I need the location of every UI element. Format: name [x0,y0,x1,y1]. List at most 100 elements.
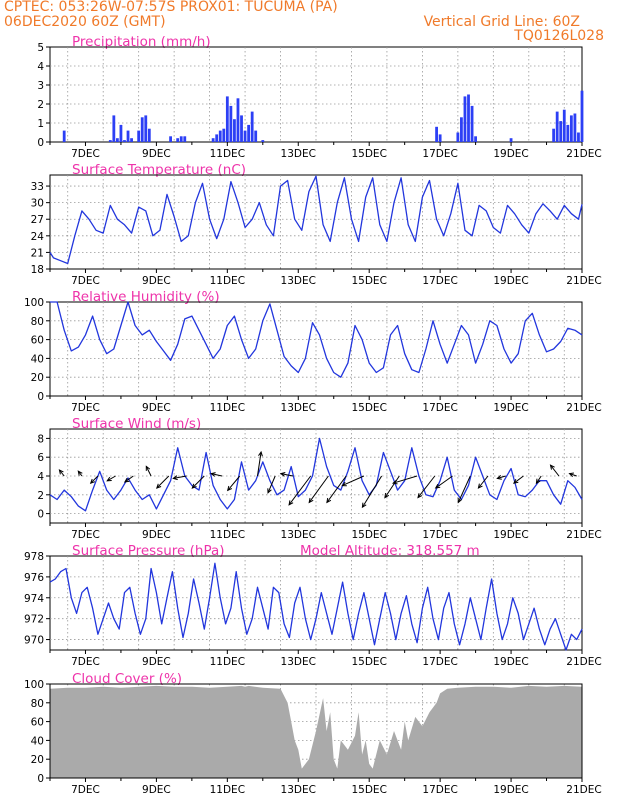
cloud-title: Cloud Cover (%) [72,671,182,687]
precip-bar [243,130,247,142]
wind-vector [173,475,187,479]
temp-ytick-label: 18 [31,264,44,276]
wind-vector [58,469,65,477]
precip-ytick-label: 0 [37,137,44,149]
wind-vector-head [568,472,574,478]
header-line1: CPTEC: 053:26W-07:57S PROX01: TUCUMA (PA… [4,0,338,15]
cloud-xtick-label: 13DEC [281,784,316,796]
temp-xtick-label: 9DEC [142,275,171,287]
precip-bar [555,111,559,142]
precip-bar [573,113,577,142]
rh-ytick-label: 80 [31,316,44,328]
temp-ytick-label: 30 [31,198,44,210]
precip-bar [126,130,130,142]
precip-bar [580,90,584,142]
precip-bar [460,117,463,142]
temp-xtick-label: 17DEC [422,275,457,287]
wind-vector-head [77,470,83,476]
precip-title: Precipitation (mm/h) [72,34,211,50]
temp-panel: Surface Temperature (nC) 18 21 24 27 30 33 7DEC… [31,162,602,287]
precip-bar [463,96,467,142]
precip-ytick-label: 5 [37,42,44,54]
wind-series-line [49,437,583,512]
rh-xtick-label: 17DEC [422,402,457,414]
wind-vector [392,475,418,484]
pres-xtick-label: 7DEC [71,656,100,668]
rh-xtick-label: 21DEC [566,402,601,414]
pres-series-line [49,562,583,651]
wind-ytick-label: 6 [37,452,44,464]
precip-bar [130,138,133,142]
rh-series-line [50,301,583,378]
rh-ytick-label: 20 [31,372,44,384]
precip-bar [566,124,570,142]
wind-vector-head [549,464,555,470]
precip-xtick-label: 21DEC [566,148,601,160]
precip-ytick-label: 2 [37,99,44,111]
precip-ytick-label: 4 [37,61,44,73]
wind-vector-head [434,483,441,489]
wind-vector-head [512,478,519,484]
precip-bar [215,134,219,142]
cloud-xtick-label: 7DEC [71,784,100,796]
wind-vector-head [417,493,423,499]
precip-bar [254,130,258,142]
pres-xtick-label: 11DEC [210,656,245,668]
header-line2-right: Vertical Grid Line: 60Z [423,14,580,30]
precip-bar [240,115,243,142]
wind-vector [384,475,400,498]
temp-ytick-label: 33 [31,181,44,193]
wind-ytick-label: 2 [37,490,44,502]
cloud-area [50,685,582,778]
temp-ytick-label: 27 [31,214,44,226]
precip-ytick-label: 1 [37,118,44,130]
header-line2-left: 06DEC2020 60Z (GMT) [4,14,166,30]
wind-vector-head [155,483,162,489]
wind-ytick-label: 0 [37,509,44,521]
rh-xtick-label: 7DEC [71,402,100,414]
cloud-xtick-label: 9DEC [142,784,171,796]
precip-bar [236,98,240,142]
rh-ytick-label: 60 [31,335,44,347]
wind-vector-head [226,485,233,492]
precip-bar [211,138,215,142]
wind-vector [569,473,577,477]
cloud-xtick-label: 15DEC [351,784,386,796]
wind-vector [288,475,312,506]
wind-xtick-label: 11DEC [210,529,245,541]
pres-panel: Surface Pressure (hPa) Model Altitude: 31… [24,543,602,668]
wind-vector [256,451,262,477]
precip-bar [179,136,183,142]
rh-title: Relative Humidity (%) [72,289,220,305]
wind-vector [227,475,241,491]
wind-vector-head [496,475,502,480]
precip-bar [509,138,513,142]
wind-vector [280,473,294,477]
precip-bar [569,115,573,142]
wind-vector [308,475,329,503]
precip-xtick-label: 15DEC [351,148,386,160]
precip-bar [233,119,236,142]
wind-vector-head [391,479,398,485]
rh-xtick-label: 15DEC [351,402,386,414]
wind-vector [267,475,276,493]
precip-bar [250,111,254,142]
pres-xtick-label: 19DEC [493,656,528,668]
cloud-ytick-label: 0 [37,773,44,785]
temp-xtick-label: 15DEC [351,275,386,287]
header-line3-right: TQ0126L028 [514,28,604,44]
temp-xtick-label: 7DEC [71,275,100,287]
wind-vector-head [172,475,178,481]
wind-vector [211,473,223,477]
pres-ytick-label: 970 [24,635,44,647]
wind-vector [106,475,116,482]
wind-vector-head [288,500,294,506]
wind-vector [90,475,99,484]
wind-vector-head [258,450,263,457]
precip-bar [144,115,148,142]
wind-vector-head [535,478,541,485]
precip-bar [552,128,556,142]
precip-xtick-label: 13DEC [281,148,316,160]
precip-bar [112,115,116,142]
cloud-panel: Cloud Cover (%) 0 20 40 60 80 100 7DEC 9DEC 11DEC… [24,671,602,796]
